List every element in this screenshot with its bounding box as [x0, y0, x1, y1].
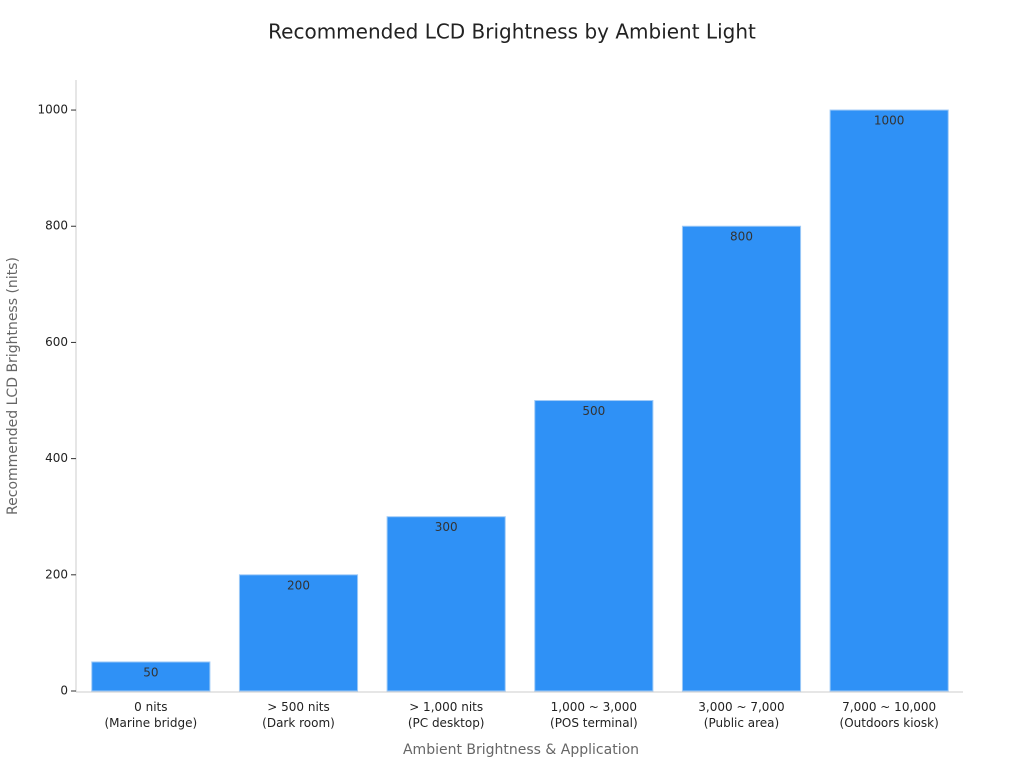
- value-label: 50: [143, 665, 158, 679]
- x-tick-label-line: 1,000 ~ 3,000: [551, 700, 637, 714]
- value-label: 200: [287, 578, 310, 592]
- x-tick-label: 0 nits (Marine bridge): [105, 700, 198, 730]
- y-tick-label: 0: [60, 684, 68, 698]
- x-tick-label-line: (Marine bridge): [105, 716, 198, 730]
- x-tick-label: > 500 nits (Dark room): [262, 700, 335, 730]
- x-tick-label-line: (Dark room): [262, 716, 335, 730]
- chart-title: Recommended LCD Brightness by Ambient Li…: [268, 20, 756, 44]
- x-axis-label: Ambient Brightness & Application: [403, 742, 639, 758]
- bar: [829, 109, 949, 692]
- x-tick-label: > 1,000 nits (PC desktop): [408, 700, 485, 730]
- x-tick-label: 7,000 ~ 10,000 (Outdoors kiosk): [840, 700, 939, 730]
- value-label: 800: [730, 230, 753, 244]
- x-tick-label-line: (Public area): [704, 716, 779, 730]
- x-tick-label-line: 7,000 ~ 10,000: [842, 700, 936, 714]
- bar: [534, 400, 654, 692]
- x-tick-label-line: > 1,000 nits: [409, 700, 483, 714]
- bar: [681, 225, 802, 692]
- bar: [386, 516, 506, 692]
- value-label: 500: [582, 404, 605, 418]
- value-label: 1000: [874, 114, 905, 128]
- y-tick-label: 800: [45, 219, 68, 233]
- bar: [238, 574, 359, 692]
- x-tick-label: 1,000 ~ 3,000 (POS terminal): [550, 700, 638, 730]
- x-tick-label: 3,000 ~ 7,000 (Public area): [698, 700, 784, 730]
- y-tick-label: 1000: [37, 103, 68, 117]
- x-tick-label-line: (POS terminal): [550, 716, 638, 730]
- x-tick-label-line: (Outdoors kiosk): [840, 716, 939, 730]
- x-tick-label-line: 0 nits: [134, 700, 167, 714]
- y-tick-label: 200: [45, 567, 68, 581]
- x-tick-label-line: > 500 nits: [267, 700, 329, 714]
- value-label: 300: [435, 520, 458, 534]
- y-tick-label: 400: [45, 451, 68, 465]
- y-tick-label: 600: [45, 335, 68, 349]
- bar: [91, 661, 211, 692]
- y-axis-label: Recommended LCD Brightness (nits): [5, 257, 21, 515]
- x-tick-label-line: (PC desktop): [408, 716, 485, 730]
- x-tick-label-line: 3,000 ~ 7,000: [698, 700, 784, 714]
